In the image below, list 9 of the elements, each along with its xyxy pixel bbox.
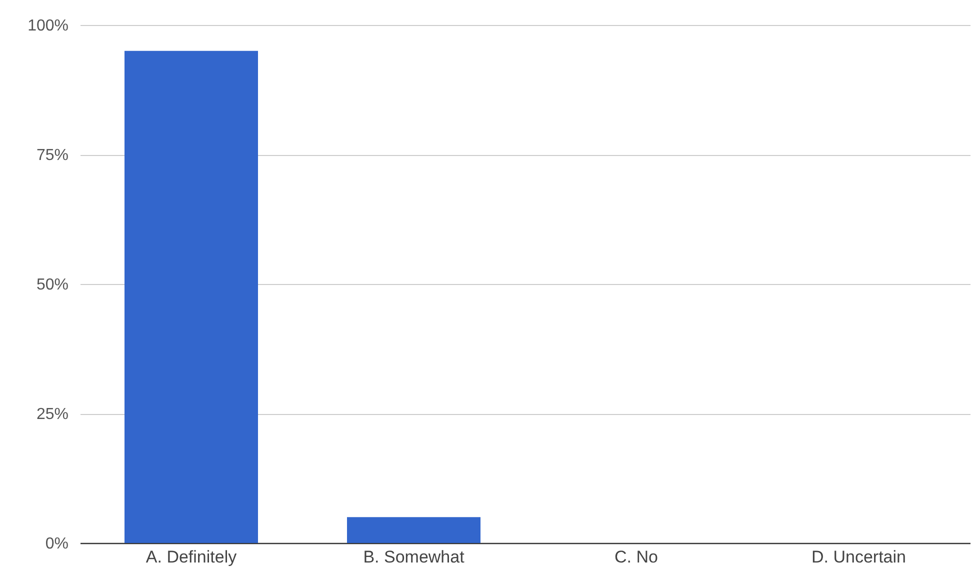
y-tick-label: 50% <box>36 276 68 294</box>
y-tick-label: 100% <box>28 18 68 34</box>
y-tick-label: 75% <box>36 147 68 164</box>
x-tick-label: C. No <box>614 548 658 566</box>
x-tick-label: B. Somewhat <box>363 548 465 566</box>
x-tick-label: D. Uncertain <box>812 548 906 566</box>
y-tick-label: 0% <box>45 536 68 552</box>
x-tick-label: A. Definitely <box>146 548 238 566</box>
y-tick-label: 25% <box>36 406 68 423</box>
